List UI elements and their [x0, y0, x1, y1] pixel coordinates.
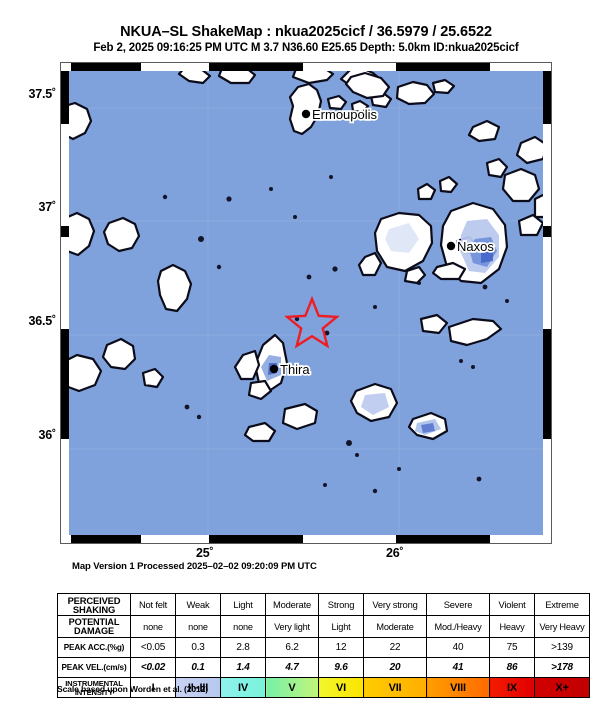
legend-cell: <0.02 — [130, 657, 176, 678]
intensity-swatch-8: VIII — [426, 677, 490, 698]
city-markers — [269, 109, 456, 374]
legend-cell: Extreme — [534, 593, 590, 616]
legend-cell: 86 — [489, 657, 535, 678]
legend-cell: Strong — [318, 593, 364, 616]
map-tickband-bottom — [61, 535, 551, 543]
legend-cell: 4.7 — [265, 657, 319, 678]
scale-bar: km 0 50 — [194, 534, 334, 535]
map-tickband-right — [543, 71, 551, 535]
map-tickband-top — [61, 63, 551, 71]
intensity-swatch-1: I — [130, 677, 176, 698]
legend-cell: Moderate — [363, 615, 427, 638]
legend-cell: none — [130, 615, 176, 638]
map-plot-area[interactable]: Ermoupolis Naxos Thira km 0 50 — [69, 71, 543, 535]
page-title: NKUA–SL ShakeMap : nkua2025cicf / 36.597… — [120, 24, 492, 40]
legend-cell: >139 — [534, 637, 590, 658]
legend-cell: none — [175, 615, 221, 638]
legend-row-peak-vel: PEAK VEL.(cm/s) <0.02 0.1 1.4 4.7 9.6 20… — [57, 657, 590, 678]
legend-row-header-potential-damage: POTENTIAL DAMAGE — [57, 615, 131, 638]
legend-cell: >178 — [534, 657, 590, 678]
shakemap-map-container[interactable]: Ermoupolis Naxos Thira km 0 50 — [60, 62, 552, 544]
intensity-swatch-2-3: II–III — [175, 677, 221, 698]
intensity-swatch-6: VI — [318, 677, 364, 698]
intensity-swatch-10: X+ — [534, 677, 590, 698]
topography-shading — [261, 219, 499, 435]
legend-cell: Light — [220, 593, 266, 616]
intensity-legend-table: PERCEIVED SHAKING Not felt Weak Light Mod… — [57, 593, 590, 698]
y-axis-label-36: 36˚ — [38, 428, 57, 442]
legend-row-header-instrumental-intensity: INSTRUMENTAL INTENSITY — [57, 677, 131, 698]
legend-attribution-note: Scale based upon Worden et al. (2012) — [57, 684, 208, 694]
legend-cell: Violent — [489, 593, 535, 616]
intensity-swatch-5: V — [265, 677, 319, 698]
epicenter-star-icon — [284, 295, 340, 349]
city-label-naxos: Naxos — [457, 239, 494, 254]
scale-bar-unit: km — [194, 534, 334, 535]
legend-row-potential-damage: POTENTIAL DAMAGE none none none Very ligh… — [57, 615, 590, 638]
legend-cell: 1.4 — [220, 657, 266, 678]
legend-cell: 41 — [426, 657, 490, 678]
legend-cell: 20 — [363, 657, 427, 678]
legend-cell: 22 — [363, 637, 427, 658]
map-tickband-left — [61, 71, 69, 535]
islands — [69, 71, 543, 494]
map-geometry: Ermoupolis Naxos Thira — [69, 71, 543, 535]
legend-row-header-peak-vel: PEAK VEL.(cm/s) — [57, 657, 131, 678]
legend-row-perceived-shaking: PERCEIVED SHAKING Not felt Weak Light Mod… — [57, 593, 590, 616]
legend-cell: Not felt — [130, 593, 176, 616]
x-axis-label-26: 26˚ — [386, 546, 404, 560]
legend-cell: Weak — [175, 593, 221, 616]
legend-cell: 40 — [426, 637, 490, 658]
legend-cell: <0.05 — [130, 637, 176, 658]
legend-cell: 12 — [318, 637, 364, 658]
legend-cell: Mod./Heavy — [426, 615, 490, 638]
y-axis-label-36-5: 36.5˚ — [28, 314, 57, 328]
x-axis-label-25: 25˚ — [196, 546, 214, 560]
legend-cell: Light — [318, 615, 364, 638]
legend-row-header-perceived-shaking: PERCEIVED SHAKING — [57, 593, 131, 616]
city-marker-ermoupolis — [301, 109, 311, 119]
city-marker-thira — [269, 364, 279, 374]
legend-cell: Moderate — [265, 593, 319, 616]
intensity-swatch-7: VII — [363, 677, 427, 698]
legend-cell: Very light — [265, 615, 319, 638]
city-marker-naxos — [446, 241, 456, 251]
y-axis-label-37: 37˚ — [38, 200, 57, 214]
map-version-line: Map Version 1 Processed 2025–02–02 09:20… — [72, 561, 317, 572]
legend-cell: 0.3 — [175, 637, 221, 658]
legend-row-peak-acc: PEAK ACC.(%g) <0.05 0.3 2.8 6.2 12 22 40… — [57, 637, 590, 658]
intensity-swatch-9: IX — [489, 677, 535, 698]
map-header: NKUA–SL ShakeMap : nkua2025cicf / 36.597… — [0, 24, 612, 56]
legend-cell: 75 — [489, 637, 535, 658]
sea-background — [69, 71, 543, 535]
y-axis-label-37-5: 37.5˚ — [28, 87, 57, 101]
graticule — [69, 71, 543, 535]
legend-row-header-peak-acc: PEAK ACC.(%g) — [57, 637, 131, 658]
legend-row-instrumental-intensity: INSTRUMENTAL INTENSITY I II–III IV V VI V… — [57, 677, 590, 698]
legend-cell: none — [220, 615, 266, 638]
event-summary-line: Feb 2, 2025 09:16:25 PM UTC M 3.7 N36.60… — [93, 42, 519, 54]
legend-cell: Heavy — [489, 615, 535, 638]
legend-cell: 6.2 — [265, 637, 319, 658]
legend-cell: 0.1 — [175, 657, 221, 678]
legend-cell: Severe — [426, 593, 490, 616]
legend-cell: Very Heavy — [534, 615, 590, 638]
intensity-swatch-4: IV — [220, 677, 266, 698]
legend-cell: 9.6 — [318, 657, 364, 678]
city-label-thira: Thira — [280, 362, 310, 377]
city-label-ermoupolis: Ermoupolis — [312, 107, 378, 122]
legend-cell: 2.8 — [220, 637, 266, 658]
legend-cell: Very strong — [363, 593, 427, 616]
